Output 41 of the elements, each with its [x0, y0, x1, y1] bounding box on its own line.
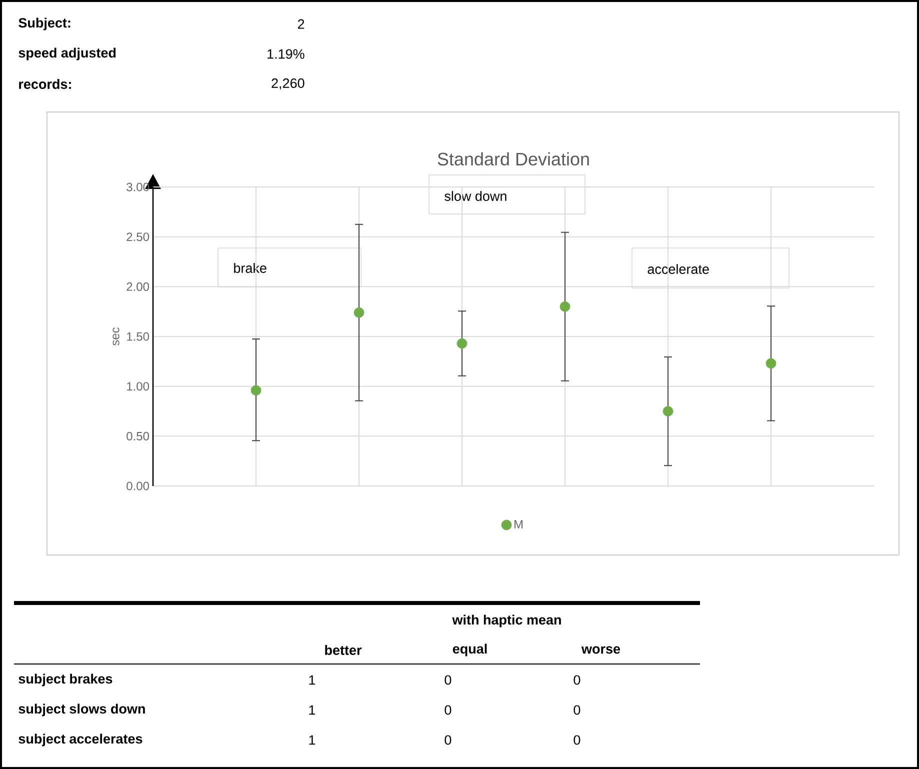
text: equal [452, 644, 487, 656]
text: 1 [309, 675, 316, 685]
point [560, 301, 570, 312]
text: subject slows down [18, 704, 145, 716]
text: 0 [444, 675, 452, 685]
text: 0 [574, 675, 580, 685]
point [456, 338, 468, 349]
text: 1.19% [268, 49, 304, 59]
text: 0 [444, 705, 452, 715]
point [766, 358, 776, 369]
y-tick-label: 2.50 [126, 232, 150, 242]
text: with haptic mean [452, 614, 561, 628]
y-tick-label: 3.00 [126, 182, 150, 192]
y-tick-label: 0.50 [126, 432, 150, 440]
y-axis-title: sec [112, 327, 120, 346]
text: 2,260 [272, 78, 304, 90]
point [250, 385, 262, 396]
text: speed adjusted [18, 48, 116, 60]
y-tick-label: 1.00 [127, 382, 150, 391]
text: 1 [309, 735, 316, 745]
annotation: slow down [444, 191, 506, 201]
y-tick-label: 1.50 [127, 332, 150, 341]
legend-label: M [514, 520, 523, 528]
text: better [325, 645, 362, 655]
text: subject accelerates [18, 734, 142, 746]
text: 1 [309, 705, 316, 715]
annotation: accelerate [648, 264, 709, 274]
text: 0 [574, 705, 580, 715]
text: Subject: [18, 18, 70, 30]
text: worse [581, 646, 620, 654]
text: subject brakes [18, 674, 112, 686]
text: 0 [444, 735, 452, 745]
text: 2 [298, 19, 304, 29]
text: records: [19, 79, 71, 89]
y-tick-label: 2.00 [126, 282, 150, 291]
text: 0 [574, 735, 580, 745]
point [662, 406, 674, 416]
point [354, 307, 364, 318]
chart-title: Standard Deviation [438, 152, 589, 166]
annotation: brake [234, 263, 266, 273]
y-tick-label: 0.00 [126, 482, 150, 490]
